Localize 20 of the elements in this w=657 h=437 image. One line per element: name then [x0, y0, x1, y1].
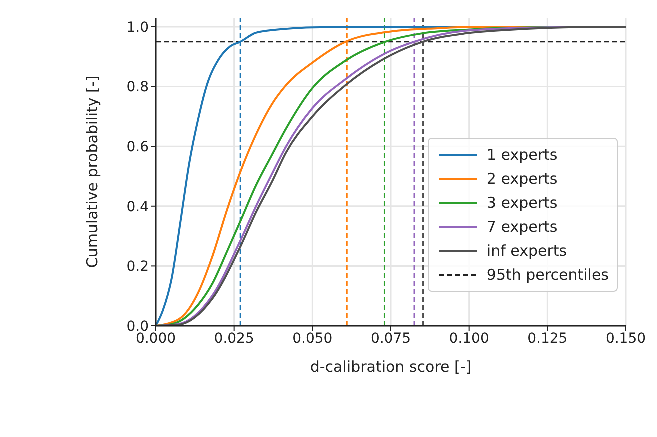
x-tick-label: 0.025 [214, 330, 254, 347]
legend-label: 3 experts [486, 193, 558, 214]
legend-label: 7 experts [486, 217, 558, 238]
y-tick-label: 0.6 [126, 140, 150, 156]
x-tick-label: 0.100 [449, 330, 490, 347]
y-axis-title: Cumulative probability [-] [83, 76, 102, 268]
x-axis-title: d-calibration score [-] [310, 358, 472, 376]
x-tick-label: 0.050 [292, 330, 333, 347]
x-tick-label: 0.150 [606, 330, 646, 347]
x-tick-label: 0.075 [370, 330, 412, 347]
legend-label: inf experts [486, 241, 568, 262]
x-tick-label: 0.125 [528, 330, 568, 347]
legend-label: 95th percentiles [486, 265, 609, 286]
y-tick-label: 1.0 [126, 20, 149, 36]
y-tick-label: 0.4 [126, 199, 150, 216]
x-tick-label: 0.000 [136, 330, 176, 347]
y-tick-label: 0.8 [126, 80, 149, 96]
legend-label: 1 experts [486, 145, 558, 166]
legend-label: 2 experts [486, 169, 558, 190]
y-tick-label: 0.2 [126, 259, 149, 276]
